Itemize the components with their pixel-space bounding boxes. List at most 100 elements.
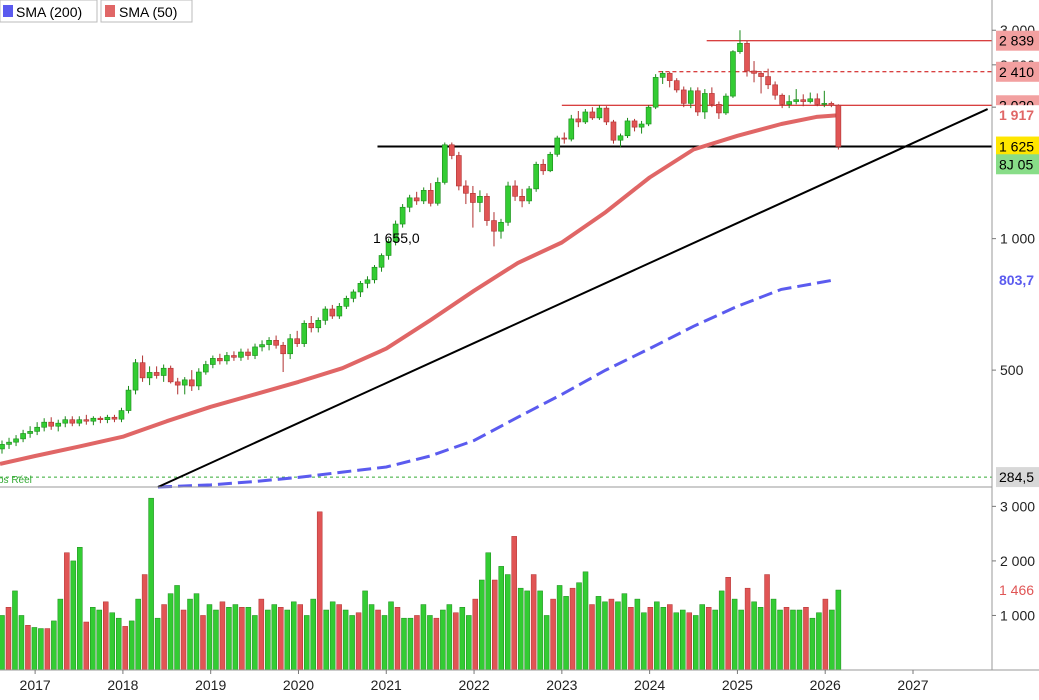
candle-body [97, 417, 104, 420]
candle-body [526, 188, 532, 202]
volume-bar [524, 590, 530, 671]
price-tag-label: 1 625 [999, 139, 1034, 155]
candle-body [125, 389, 132, 411]
candle-body [118, 410, 125, 420]
candle-body [146, 372, 153, 379]
trendline-layer [157, 108, 989, 488]
volume-bar [718, 590, 725, 671]
volume-bar [64, 552, 70, 671]
candle-body [730, 51, 736, 97]
candle-body [477, 196, 483, 203]
volume-bar [187, 598, 193, 671]
sma200-line [157, 278, 835, 489]
time-tick-label: 2022 [458, 677, 489, 693]
candle-body [83, 419, 90, 422]
candle-body [716, 104, 722, 114]
candle-body [203, 364, 209, 373]
volume-bar [265, 609, 271, 671]
candle-body [420, 190, 427, 202]
volume-bar [252, 615, 258, 671]
candle-body [617, 135, 624, 141]
volume-bar [96, 609, 103, 671]
price-tag-label: 2 839 [999, 33, 1034, 49]
volume-bar [440, 609, 446, 671]
volume-bar [310, 598, 316, 671]
candle-body [301, 322, 308, 344]
volume-bar [135, 598, 141, 671]
volume-bar [141, 574, 148, 671]
volume-bar [498, 566, 504, 671]
sma200-layer [157, 278, 835, 489]
price-tag-label: 1 917 [999, 107, 1034, 123]
candle-body [427, 190, 434, 204]
sma50-layer [0, 113, 839, 466]
candle-body [174, 381, 181, 386]
volume-bar [232, 604, 239, 671]
candle-body [695, 90, 701, 113]
volume-bar [550, 598, 556, 671]
volume-bar [342, 609, 349, 671]
candle-body [603, 107, 610, 123]
volume-bar [316, 511, 323, 671]
volume-bar [420, 604, 427, 671]
volume-bar [375, 609, 381, 671]
candle-body [575, 118, 582, 123]
volume-bar [284, 609, 291, 671]
candle-body [252, 346, 258, 356]
candle-body [41, 421, 47, 428]
volume-bar [128, 620, 135, 671]
volume-bar [485, 552, 492, 671]
volume-tag-bg [996, 580, 1039, 601]
candle-body [111, 416, 118, 420]
volume-bar [206, 604, 213, 671]
legend: SMA (200) SMA (50) [0, 0, 193, 23]
candle-body [491, 220, 497, 232]
volume-bar [692, 615, 699, 671]
volume-bar [809, 617, 816, 671]
volume-bar [634, 598, 641, 671]
candle-body [498, 221, 504, 232]
candle-body [55, 422, 62, 427]
volume-bar [18, 615, 25, 671]
volume-bar [90, 607, 96, 671]
volume-bar [154, 617, 161, 671]
volume-bar [576, 582, 582, 671]
candle-body [793, 99, 800, 102]
candle-body [779, 94, 785, 105]
volume-bar [148, 497, 154, 671]
volume-bar [25, 625, 31, 671]
candle-body [723, 95, 729, 114]
time-tick-label: 2021 [371, 677, 402, 693]
candle-body [62, 419, 69, 424]
volume-bar [764, 574, 770, 671]
volume-bar [349, 615, 355, 671]
volume-bar [511, 536, 517, 671]
volume-bar [569, 587, 576, 671]
candle-body [210, 358, 216, 365]
volume-bar [239, 607, 245, 671]
reference-line-label: ps Réel [0, 475, 32, 486]
price-tag-label: 8J 05 [999, 156, 1033, 172]
sma50-line [0, 113, 839, 466]
candle-body [322, 308, 329, 321]
price-tag-bg [996, 154, 1039, 175]
volume-bar [226, 607, 232, 671]
volume-bar [258, 598, 265, 671]
candle-body [188, 379, 195, 387]
horizontal-levels [0, 40, 992, 478]
candle-body [294, 338, 300, 344]
volume-bar [83, 621, 90, 671]
candle-body [392, 223, 399, 242]
time-tick-label: 2027 [897, 677, 928, 693]
candle-body [680, 89, 687, 104]
legend-box-sma200[interactable] [0, 0, 98, 23]
volume-bar [278, 607, 284, 671]
volume-bar [362, 590, 368, 671]
candle-body [744, 43, 750, 72]
volume-bar [822, 598, 829, 671]
legend-swatch-sma50 [105, 5, 115, 17]
legend-box-sma50[interactable] [100, 0, 193, 23]
